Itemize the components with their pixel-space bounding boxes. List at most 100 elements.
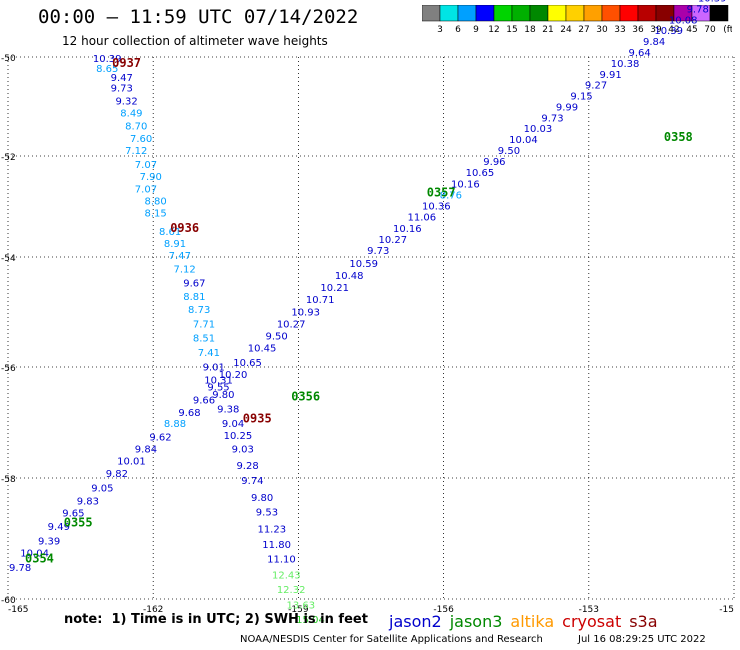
wave-height-point: 9.68 [178, 408, 200, 419]
wave-height-point: 10.39 [698, 0, 727, 5]
wave-height-point: 10.16 [393, 224, 422, 235]
y-tick-label: -52 [1, 153, 16, 163]
wave-height-point: 9.73 [541, 113, 563, 124]
x-tick-label: -156 [433, 605, 454, 615]
wave-height-point: 9.91 [599, 70, 621, 81]
wave-height-point: 9.55 [207, 382, 229, 393]
wave-height-point: 8.15 [144, 209, 166, 220]
generated-timestamp: Jul 16 08:29:25 UTC 2022 [578, 634, 706, 645]
colorbar-label: 36 [632, 25, 644, 35]
wave-height-point: 9.96 [483, 157, 505, 168]
colorbar-label: 30 [596, 25, 608, 35]
wave-height-point: 9.50 [498, 146, 520, 157]
wave-height-point: 10.65 [466, 168, 495, 179]
wave-height-point: 9.04 [222, 419, 244, 430]
legend-item-s3a: s3a [629, 612, 658, 631]
wave-height-point: 9.99 [556, 102, 578, 113]
wave-height-point: 9.65 [62, 509, 84, 520]
wave-height-point: 15.04 [296, 615, 325, 626]
wave-height-point: 8.51 [193, 334, 215, 345]
pass-time-label: 0935 [243, 412, 272, 426]
wave-height-point: 9.53 [256, 508, 278, 519]
wave-height-point: 7.12 [174, 264, 196, 275]
wave-height-point: 10.03 [524, 124, 553, 135]
satellite-legend: jason2 jason3 altika cryosat s3a [389, 612, 666, 631]
y-tick-label: -50 [1, 54, 16, 64]
wave-height-point: 10.36 [422, 202, 451, 213]
pass-time-label: 0357 [427, 185, 456, 199]
wave-height-point: 10.16 [451, 179, 480, 190]
wave-height-point: 10.45 [248, 344, 277, 355]
colorbar-label: 9 [473, 25, 479, 35]
wave-height-point: 7.60 [130, 134, 152, 145]
wave-height-point: 9.32 [115, 97, 137, 108]
wave-height-point: 8.88 [164, 419, 186, 430]
x-tick-label: -153 [579, 605, 599, 615]
legend-item-jason2: jason2 [389, 612, 442, 631]
wave-height-point: 9.28 [236, 461, 258, 472]
wave-height-point: 11.06 [407, 213, 436, 224]
wave-height-point: 9.47 [111, 73, 133, 84]
wave-height-point: 9.62 [149, 432, 171, 443]
wave-height-point: 10.48 [335, 271, 364, 282]
colorbar-label: 42 [668, 25, 679, 35]
pass-time-label: 0358 [664, 130, 693, 144]
pass-time-label: 0936 [170, 221, 199, 235]
wave-height-point: 7.12 [125, 146, 147, 157]
wave-height-point: 8.80 [144, 196, 166, 207]
page-title: 00:00 – 11:59 UTC 07/14/2022 [38, 6, 359, 28]
x-tick-label: -162 [143, 605, 163, 615]
colorbar-label: 3 [437, 25, 443, 35]
colorbar-swatch [709, 5, 729, 22]
y-tick-label: -58 [1, 475, 16, 485]
wave-height-point: 7.47 [169, 251, 191, 262]
wave-height-point: 9.78 [687, 4, 709, 15]
wave-height-point: 9.73 [111, 84, 133, 95]
wave-height-point: 12.32 [277, 585, 306, 596]
pass-time-label: 0354 [25, 552, 54, 566]
wave-height-point: 9.39 [38, 537, 60, 548]
wave-height-point: 7.07 [135, 184, 157, 195]
wave-height-point: 10.21 [320, 283, 349, 294]
wave-height-point: 10.20 [219, 370, 248, 381]
wave-height-point: 9.38 [217, 405, 239, 416]
wave-height-point: 9.82 [106, 469, 128, 480]
wave-height-point: 8.65 [96, 64, 118, 75]
colorbar-label: 45 [686, 25, 697, 35]
colorbar-label: 70 [704, 25, 716, 35]
wave-height-point: 10.27 [378, 235, 407, 246]
wave-height-point: 8.81 [183, 292, 205, 303]
wave-height-point: 8.73 [188, 305, 210, 316]
x-tick-label: -15 [719, 605, 734, 615]
wave-height-point: 9.67 [183, 279, 205, 290]
wave-height-point: 11.10 [267, 555, 296, 566]
wave-height-point: 10.38 [611, 59, 640, 70]
page-subtitle: 12 hour collection of altimeter wave hei… [62, 34, 328, 48]
wave-height-point: 9.49 [48, 522, 70, 533]
footer-note: note: 1) Time is in UTC; 2) SWH is in fe… [64, 612, 368, 627]
wave-height-point: 10.65 [233, 358, 262, 369]
colorbar-label: 12 [488, 25, 499, 35]
colorbar-label: 15 [506, 25, 517, 35]
wave-height-point: 10.25 [224, 431, 253, 442]
wave-height-point: 8.70 [125, 121, 147, 132]
wave-height-point: 10.71 [306, 295, 335, 306]
y-tick-label: -54 [1, 254, 16, 264]
wave-height-point: 9.05 [91, 483, 113, 494]
wave-height-point: 10.27 [277, 319, 306, 330]
wave-height-point: 8.76 [440, 190, 462, 201]
legend-item-jason3: jason3 [449, 612, 503, 631]
wave-height-point: 9.83 [77, 497, 99, 508]
wave-height-point: 9.64 [628, 48, 650, 59]
colorbar-label: 33 [614, 25, 625, 35]
x-tick-label: -165 [8, 605, 28, 615]
wave-height-point: 11.23 [257, 524, 286, 535]
wave-height-point: 10.04 [20, 549, 49, 560]
y-tick-label: -60 [1, 596, 16, 606]
colorbar-label: 21 [542, 25, 553, 35]
wave-height-point: 12.43 [272, 570, 301, 581]
pass-time-label: 0356 [291, 389, 320, 403]
wave-height-point: 8.61 [159, 227, 181, 238]
